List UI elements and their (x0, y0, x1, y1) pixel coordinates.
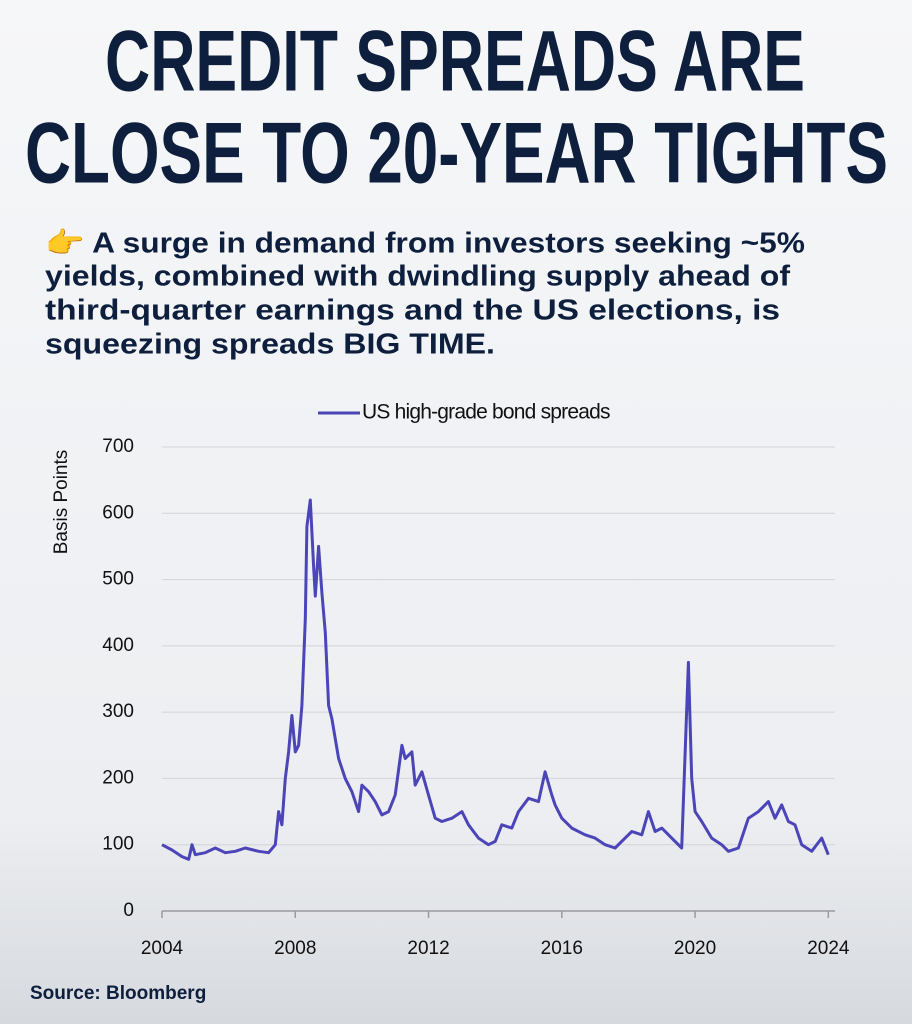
y-tick-label: 400 (102, 635, 134, 656)
legend-label: US high-grade bond spreads (362, 401, 610, 424)
subtitle-line: yields, combined with dwindling supply a… (45, 261, 790, 293)
x-tick-label: 2012 (407, 938, 449, 959)
subtitle-line: 👉 A surge in demand from investors seeki… (45, 227, 805, 260)
y-tick-label: 200 (102, 767, 134, 788)
y-tick-label: 0 (123, 900, 134, 921)
y-tick-label: 300 (102, 701, 134, 722)
subtitle-line: squeezing spreads BIG TIME. (45, 329, 495, 361)
source: Source: Bloomberg (30, 983, 206, 1004)
y-tick-label: 700 (102, 436, 134, 457)
title-line: CREDIT SPREADS ARE (105, 14, 805, 110)
title-line: CLOSE TO 20-YEAR TIGHTS (25, 106, 888, 202)
y-tick-label: 600 (102, 502, 134, 523)
y-tick-label: 100 (102, 834, 134, 855)
series-line (161, 498, 830, 861)
x-tick-label: 2016 (541, 938, 583, 959)
x-tick-label: 2004 (141, 938, 184, 959)
y-tick-label: 500 (102, 569, 134, 590)
subtitle-line: third-quarter earnings and the US electi… (45, 295, 780, 327)
x-tick-label: 2020 (674, 938, 716, 959)
x-tick-label: 2008 (274, 938, 316, 959)
x-tick-label: 2024 (807, 938, 850, 959)
y-axis-label: Basis Points (51, 450, 72, 555)
